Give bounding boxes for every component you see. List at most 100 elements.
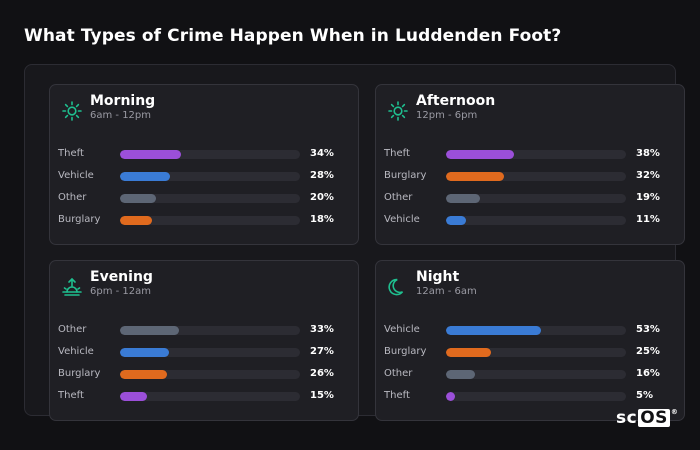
bar-fill	[446, 392, 455, 401]
card-title: Afternoon	[416, 93, 496, 109]
card-subtitle: 12pm - 6pm	[416, 110, 478, 121]
bar-track	[120, 326, 300, 335]
sun-icon	[388, 101, 408, 121]
crime-row: Theft 5%	[376, 389, 686, 403]
card-title: Evening	[90, 269, 153, 285]
bar-fill	[120, 216, 152, 225]
bar-track	[446, 172, 626, 181]
crime-row: Vehicle 28%	[50, 169, 360, 183]
bar-track	[446, 150, 626, 159]
crime-row: Burglary 25%	[376, 345, 686, 359]
crime-percent: 38%	[636, 148, 660, 159]
bar-fill	[446, 326, 541, 335]
logo-mark: ®	[670, 408, 679, 416]
crime-percent: 11%	[636, 214, 660, 225]
bar-fill	[120, 194, 156, 203]
bar-fill	[446, 370, 475, 379]
bar-track	[446, 392, 626, 401]
crime-row: Burglary 18%	[50, 213, 360, 227]
crime-percent: 19%	[636, 192, 660, 203]
crime-percent: 16%	[636, 368, 660, 379]
crime-label: Other	[58, 324, 87, 335]
crime-label: Burglary	[384, 346, 427, 357]
bar-track	[120, 348, 300, 357]
crime-row: Theft 34%	[50, 147, 360, 161]
crime-percent: 33%	[310, 324, 334, 335]
card-title: Night	[416, 269, 460, 285]
crime-label: Other	[58, 192, 87, 203]
crime-label: Theft	[58, 390, 84, 401]
bar-track	[120, 194, 300, 203]
bar-track	[120, 172, 300, 181]
card-subtitle: 6pm - 12am	[90, 286, 152, 297]
crime-row: Vehicle 11%	[376, 213, 686, 227]
bar-fill	[120, 172, 170, 181]
logo-text: sc	[616, 408, 638, 428]
card-afternoon: Afternoon 12pm - 6pm Theft 38% Burglary 32% Ot…	[375, 84, 685, 245]
card-evening: Evening 6pm - 12am Other 33% Vehicle 27% Burgl…	[49, 260, 359, 421]
crime-percent: 5%	[636, 390, 653, 401]
bar-track	[120, 370, 300, 379]
crime-row: Theft 38%	[376, 147, 686, 161]
bar-fill	[446, 194, 480, 203]
crime-percent: 26%	[310, 368, 334, 379]
sunset-icon	[62, 277, 82, 297]
crime-percent: 20%	[310, 192, 334, 203]
bar-track	[446, 348, 626, 357]
bar-fill	[120, 150, 181, 159]
crime-percent: 32%	[636, 170, 660, 181]
crime-label: Theft	[384, 148, 410, 159]
crime-percent: 18%	[310, 214, 334, 225]
card-subtitle: 6am - 12pm	[90, 110, 152, 121]
crime-row: Other 19%	[376, 191, 686, 205]
page-title: What Types of Crime Happen When in Ludde…	[24, 26, 562, 46]
bar-fill	[446, 172, 504, 181]
bar-fill	[120, 370, 167, 379]
crime-label: Vehicle	[58, 170, 94, 181]
crime-percent: 25%	[636, 346, 660, 357]
bar-fill	[120, 392, 147, 401]
card-title: Morning	[90, 93, 156, 109]
bar-track	[446, 326, 626, 335]
bar-fill	[120, 326, 179, 335]
crime-row: Other 16%	[376, 367, 686, 381]
bar-track	[120, 216, 300, 225]
bar-track	[446, 216, 626, 225]
card-subtitle: 12am - 6am	[416, 286, 477, 297]
crime-label: Burglary	[58, 368, 101, 379]
bar-fill	[446, 150, 514, 159]
bar-fill	[446, 216, 466, 225]
moon-icon	[388, 277, 408, 297]
bar-fill	[120, 348, 169, 357]
crime-row: Burglary 32%	[376, 169, 686, 183]
crime-row: Vehicle 27%	[50, 345, 360, 359]
bar-track	[120, 392, 300, 401]
crime-label: Vehicle	[58, 346, 94, 357]
bar-track	[446, 370, 626, 379]
crime-label: Burglary	[58, 214, 101, 225]
crime-percent: 34%	[310, 148, 334, 159]
crime-label: Vehicle	[384, 324, 420, 335]
crime-row: Other 33%	[50, 323, 360, 337]
crime-row: Other 20%	[50, 191, 360, 205]
card-night: Night 12am - 6am Vehicle 53% Burglary 25% Othe…	[375, 260, 685, 421]
card-morning: Morning 6am - 12pm Theft 34% Vehicle 28% Other…	[49, 84, 359, 245]
scos-logo: sc OS ®	[616, 408, 678, 428]
sun-icon	[62, 101, 82, 121]
crime-row: Burglary 26%	[50, 367, 360, 381]
crime-percent: 27%	[310, 346, 334, 357]
bar-track	[446, 194, 626, 203]
bar-fill	[446, 348, 491, 357]
crime-label: Other	[384, 192, 413, 203]
crime-label: Vehicle	[384, 214, 420, 225]
crime-percent: 53%	[636, 324, 660, 335]
crime-percent: 28%	[310, 170, 334, 181]
crime-row: Theft 15%	[50, 389, 360, 403]
crime-label: Theft	[58, 148, 84, 159]
crime-label: Theft	[384, 390, 410, 401]
logo-boxed: OS	[638, 408, 670, 428]
crime-row: Vehicle 53%	[376, 323, 686, 337]
bar-track	[120, 150, 300, 159]
crime-percent: 15%	[310, 390, 334, 401]
crime-label: Burglary	[384, 170, 427, 181]
